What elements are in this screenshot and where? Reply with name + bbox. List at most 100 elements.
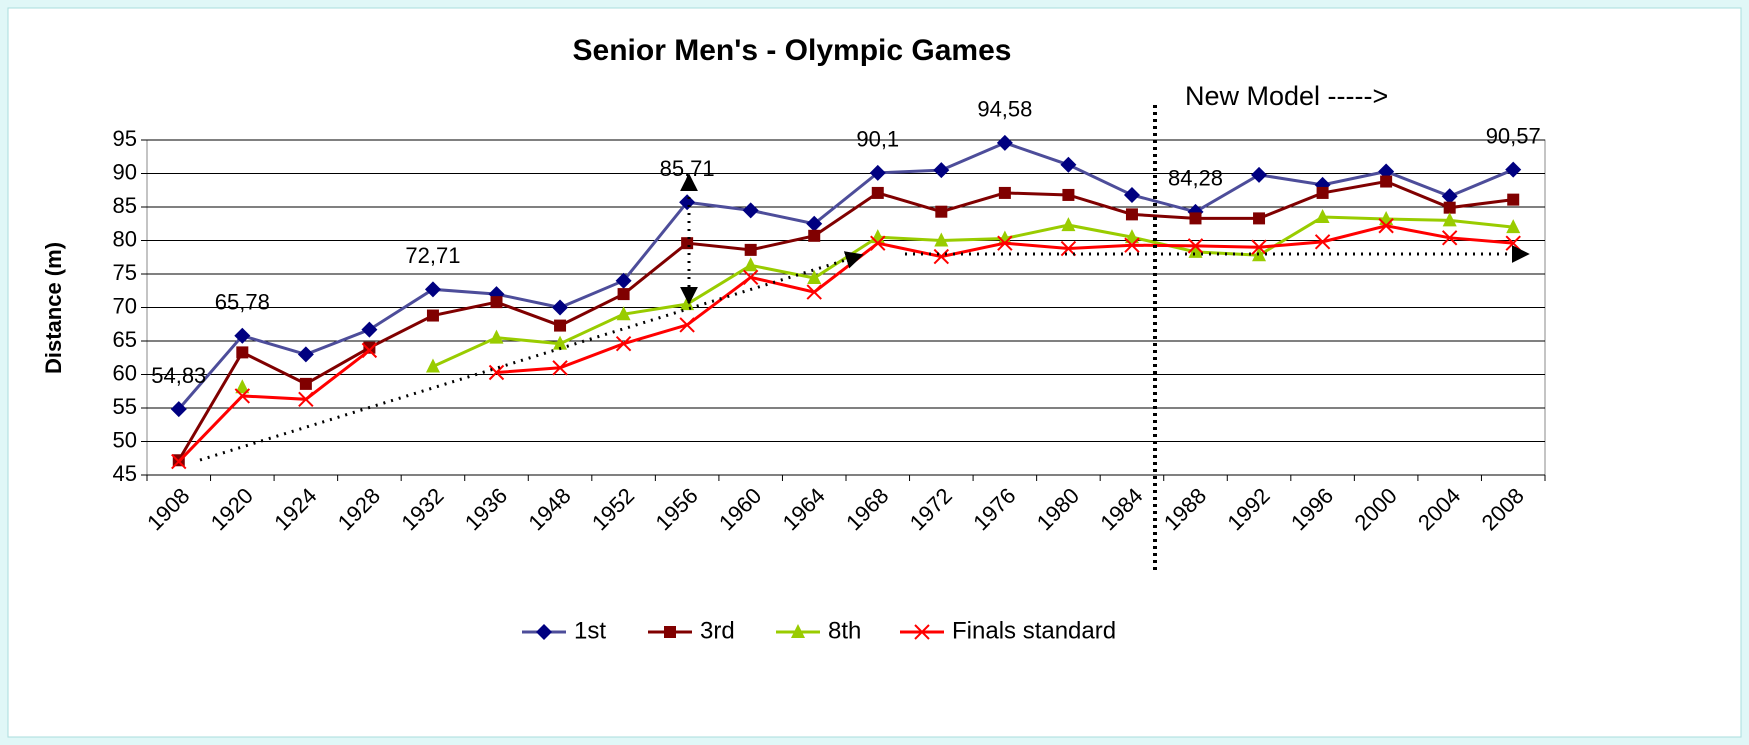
data-label: 94,58: [977, 97, 1032, 122]
marker: [934, 232, 949, 247]
marker: [1378, 218, 1394, 234]
marker: [935, 205, 948, 218]
marker: [1187, 238, 1204, 254]
marker: [236, 346, 249, 359]
marker: [742, 202, 759, 219]
marker: [363, 341, 376, 354]
marker: [998, 186, 1011, 199]
marker: [234, 388, 251, 404]
marker: [933, 248, 950, 265]
marker: [234, 327, 251, 344]
marker: [1123, 186, 1140, 203]
data-label: 65,78: [215, 290, 270, 315]
marker: [1316, 186, 1329, 199]
data-label: 84,28: [1168, 166, 1223, 191]
marker: [552, 360, 568, 376]
marker: [870, 235, 886, 251]
marker: [1252, 247, 1267, 262]
marker: [1441, 188, 1458, 205]
marker: [170, 401, 187, 418]
marker: [1506, 219, 1521, 234]
marker: [490, 296, 503, 309]
marker: [743, 257, 758, 272]
marker: [1189, 212, 1202, 225]
marker: [679, 317, 695, 333]
marker: [235, 379, 250, 394]
marker: [553, 335, 568, 350]
y-tick-label: 45: [113, 461, 137, 486]
data-label: 72,71: [405, 243, 460, 268]
data-label: 90,57: [1486, 123, 1541, 148]
marker: [1125, 208, 1138, 221]
marker: [791, 624, 805, 638]
marker: [914, 624, 930, 640]
legend-label: 1st: [574, 617, 606, 644]
y-tick-label: 70: [113, 293, 137, 318]
marker: [1124, 237, 1140, 253]
marker: [298, 391, 314, 407]
legend-label: 3rd: [700, 617, 735, 644]
marker: [1443, 201, 1456, 214]
data-label: 54,83: [151, 363, 206, 388]
marker: [807, 270, 822, 285]
marker: [617, 288, 630, 301]
marker: [1380, 175, 1393, 188]
y-tick-label: 90: [113, 159, 137, 184]
data-label: 90,1: [856, 127, 899, 152]
marker: [806, 215, 823, 232]
marker: [997, 235, 1013, 251]
series-line: [177, 179, 1514, 462]
marker: [871, 186, 884, 199]
marker: [489, 329, 504, 344]
marker: [744, 243, 757, 256]
trend-arrow: [199, 251, 864, 462]
marker: [361, 342, 378, 359]
marker: [297, 346, 314, 363]
marker: [552, 299, 569, 316]
marker: [554, 319, 567, 332]
marker: [1441, 230, 1458, 246]
series-line: [177, 141, 1514, 411]
marker: [1314, 234, 1331, 250]
marker: [536, 624, 552, 640]
y-tick-label: 55: [113, 394, 137, 419]
y-tick-label: 85: [113, 193, 137, 218]
marker: [1315, 209, 1330, 224]
marker: [615, 272, 632, 289]
marker: [1061, 217, 1076, 232]
y-tick-label: 65: [113, 327, 137, 352]
marker: [1253, 212, 1266, 225]
marker: [808, 229, 821, 242]
marker: [361, 321, 378, 338]
y-tick-label: 50: [113, 427, 137, 452]
chart-title: Senior Men's - Olympic Games: [573, 34, 1012, 67]
marker: [933, 162, 950, 179]
y-tick-label: 75: [113, 260, 137, 285]
y-tick-label: 80: [113, 226, 137, 251]
y-axis-title: Distance (m): [41, 242, 66, 374]
marker: [424, 281, 441, 298]
marker: [1251, 239, 1267, 255]
marker: [742, 269, 759, 286]
y-tick-label: 60: [113, 360, 137, 385]
marker: [1378, 163, 1395, 180]
marker: [1188, 243, 1203, 258]
marker: [616, 306, 631, 321]
y-tick-label: 95: [113, 126, 137, 151]
marker: [1251, 166, 1268, 183]
marker: [681, 237, 694, 250]
marker: [425, 358, 440, 373]
marker: [664, 626, 676, 638]
marker: [1507, 193, 1520, 206]
marker: [1505, 161, 1522, 178]
series-line: [432, 215, 1514, 368]
data-label: 85,71: [660, 156, 715, 181]
marker: [1060, 156, 1077, 173]
marker: [869, 164, 886, 181]
marker: [1124, 229, 1139, 244]
marker: [1442, 212, 1457, 227]
marker: [171, 453, 187, 470]
marker: [615, 335, 632, 352]
marker: [806, 284, 822, 300]
annotation: New Model ----->: [1185, 81, 1388, 111]
